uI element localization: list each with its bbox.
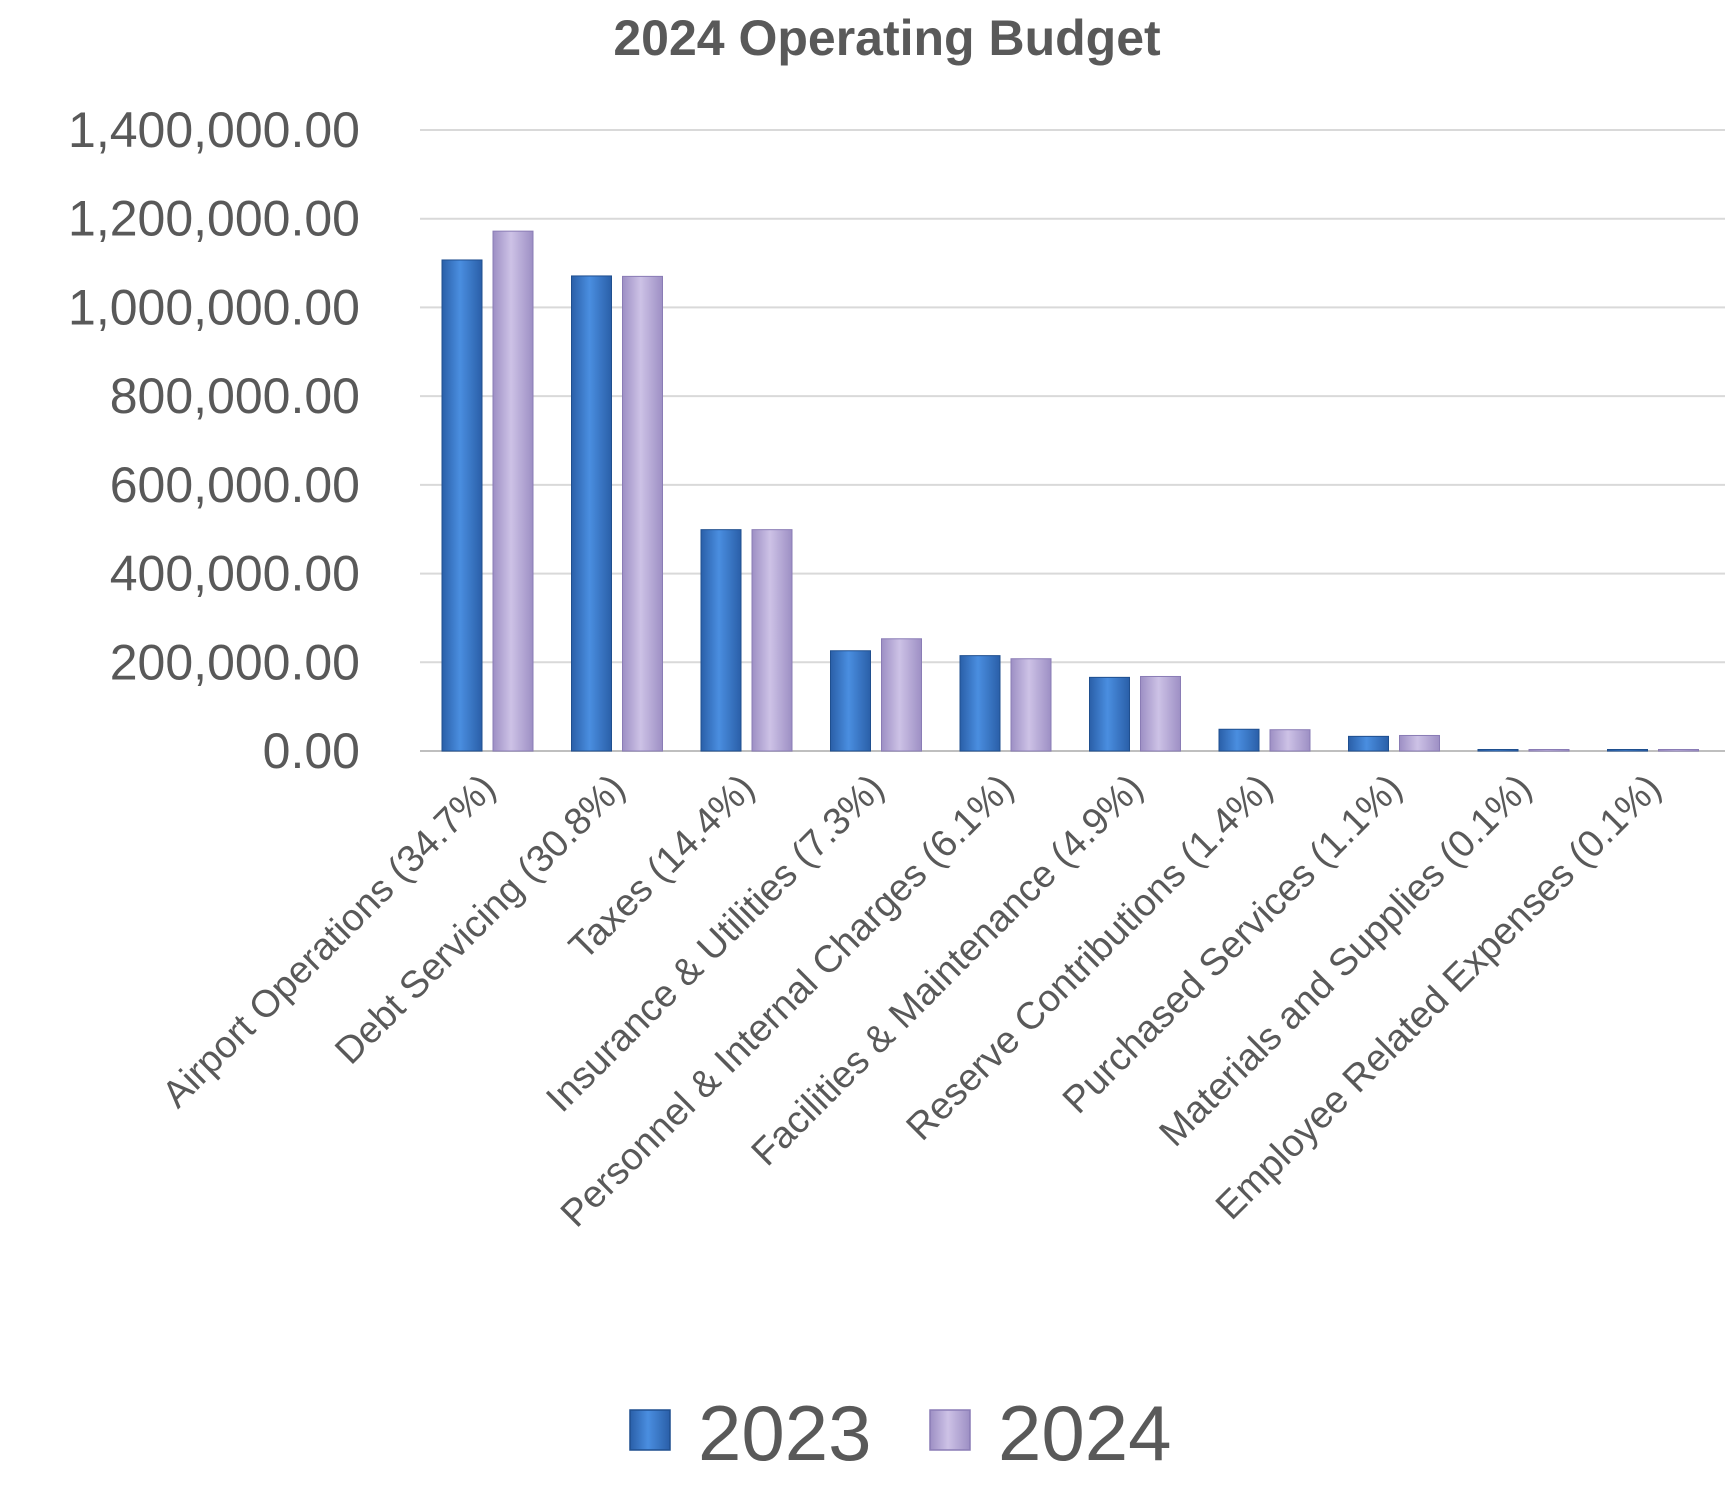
bar-2023-8	[1348, 735, 1389, 752]
bar-2023-3	[700, 529, 742, 752]
bar-2024-2	[622, 275, 663, 752]
bar-2024-10	[1658, 749, 1699, 752]
gridlines	[420, 129, 1725, 752]
legend-swatch-2024	[929, 1409, 971, 1451]
chart-title: 2024 Operating Budget	[613, 10, 1161, 66]
y-tick-label: 0.00	[263, 723, 360, 779]
y-tick-label: 1,200,000.00	[68, 191, 360, 247]
bar-2024-5	[1010, 658, 1052, 752]
bar-2023-4	[830, 650, 871, 752]
bar-2024-8	[1399, 734, 1440, 752]
legend-label-2024: 2024	[998, 1389, 1172, 1477]
bar-2023-2	[571, 275, 612, 752]
y-tick-label: 1,400,000.00	[68, 102, 360, 158]
bar-2023-9	[1477, 749, 1519, 752]
x-tick-label: Employee Related Expenses (0.1%)	[1208, 767, 1669, 1228]
bar-2024-7	[1269, 729, 1311, 752]
y-tick-label: 1,000,000.00	[68, 279, 360, 335]
bar-2023-6	[1089, 676, 1130, 752]
y-axis-ticks: 0.00 200,000.00 400,000.00 600,000.00 800,00…	[68, 102, 360, 779]
bar-2024-1	[492, 230, 534, 752]
x-axis-ticks: Airport Operations (34.7%)Debt Servicing…	[155, 767, 1670, 1236]
bar-2024-3	[751, 529, 793, 752]
bar-2024-4	[881, 638, 922, 752]
bars	[441, 230, 1699, 752]
bar-2023-7	[1218, 728, 1260, 752]
bar-2024-9	[1528, 749, 1570, 752]
legend: 2023 2024	[629, 1389, 1172, 1477]
x-tick-label: Personnel & Internal Charges (6.1%)	[553, 767, 1022, 1236]
y-tick-label: 400,000.00	[110, 546, 360, 602]
y-tick-label: 800,000.00	[110, 368, 360, 424]
bar-2023-10	[1607, 749, 1648, 752]
y-tick-label: 200,000.00	[110, 634, 360, 690]
bar-2023-5	[959, 655, 1001, 752]
y-tick-label: 600,000.00	[110, 457, 360, 513]
bar-2023-1	[441, 259, 483, 752]
legend-swatch-2023	[629, 1409, 671, 1451]
bar-2024-6	[1140, 675, 1181, 752]
legend-label-2023: 2023	[698, 1389, 872, 1477]
